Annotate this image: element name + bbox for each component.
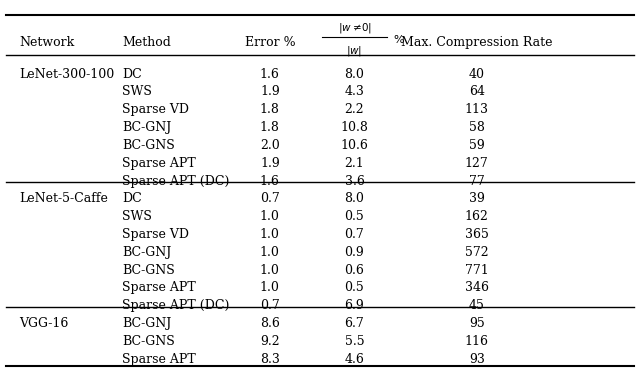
Text: 0.7: 0.7 (260, 192, 280, 205)
Text: BC-GNJ: BC-GNJ (122, 246, 172, 259)
Text: 58: 58 (469, 121, 484, 134)
Text: 4.6: 4.6 (344, 353, 364, 366)
Text: DC: DC (122, 192, 142, 205)
Text: 64: 64 (468, 86, 485, 98)
Text: 127: 127 (465, 157, 489, 170)
Text: 346: 346 (465, 281, 489, 295)
Text: 1.0: 1.0 (260, 210, 280, 223)
Text: 6.7: 6.7 (344, 317, 364, 330)
Text: 8.0: 8.0 (344, 192, 364, 205)
Text: Method: Method (122, 36, 172, 49)
Text: 162: 162 (465, 210, 489, 223)
Text: 1.0: 1.0 (260, 228, 280, 241)
Text: 1.0: 1.0 (260, 264, 280, 277)
Text: 3.6: 3.6 (344, 175, 364, 188)
Text: 1.6: 1.6 (260, 175, 280, 188)
Text: LeNet-5-Caffe: LeNet-5-Caffe (19, 192, 108, 205)
Text: SWS: SWS (122, 86, 152, 98)
Text: 45: 45 (469, 299, 484, 312)
Text: Max. Compression Rate: Max. Compression Rate (401, 36, 552, 49)
Text: DC: DC (122, 68, 142, 80)
Text: 2.1: 2.1 (344, 157, 364, 170)
Text: 1.0: 1.0 (260, 281, 280, 295)
Text: $\%$: $\%$ (394, 33, 405, 45)
Text: 4.3: 4.3 (344, 86, 364, 98)
Text: 5.5: 5.5 (345, 335, 364, 348)
Text: 9.2: 9.2 (260, 335, 280, 348)
Text: 0.9: 0.9 (344, 246, 364, 259)
Text: $|w\neq\!0|$: $|w\neq\!0|$ (337, 21, 371, 35)
Text: 2.0: 2.0 (260, 139, 280, 152)
Text: 365: 365 (465, 228, 489, 241)
Text: BC-GNS: BC-GNS (122, 139, 175, 152)
Text: 0.7: 0.7 (344, 228, 364, 241)
Text: 771: 771 (465, 264, 489, 277)
Text: Sparse APT (DC): Sparse APT (DC) (122, 175, 230, 188)
Text: 39: 39 (469, 192, 484, 205)
Text: 95: 95 (469, 317, 484, 330)
Text: 1.9: 1.9 (260, 86, 280, 98)
Text: Error %: Error % (244, 36, 295, 49)
Text: BC-GNS: BC-GNS (122, 335, 175, 348)
Text: 1.8: 1.8 (260, 103, 280, 116)
Text: VGG-16: VGG-16 (19, 317, 68, 330)
Text: 59: 59 (469, 139, 484, 152)
Text: LeNet-300-100: LeNet-300-100 (19, 68, 114, 80)
Text: 0.6: 0.6 (344, 264, 364, 277)
Text: 572: 572 (465, 246, 488, 259)
Text: 1.0: 1.0 (260, 246, 280, 259)
Text: 1.9: 1.9 (260, 157, 280, 170)
Text: $|w|$: $|w|$ (346, 45, 363, 58)
Text: 8.6: 8.6 (260, 317, 280, 330)
Text: Sparse VD: Sparse VD (122, 228, 189, 241)
Text: 116: 116 (465, 335, 489, 348)
Text: SWS: SWS (122, 210, 152, 223)
Text: Sparse VD: Sparse VD (122, 103, 189, 116)
Text: 93: 93 (469, 353, 484, 366)
Text: Sparse APT: Sparse APT (122, 157, 196, 170)
Text: 40: 40 (468, 68, 485, 80)
Text: 2.2: 2.2 (345, 103, 364, 116)
Text: Sparse APT: Sparse APT (122, 353, 196, 366)
Text: 1.8: 1.8 (260, 121, 280, 134)
Text: 77: 77 (469, 175, 484, 188)
Text: 6.9: 6.9 (344, 299, 364, 312)
Text: BC-GNJ: BC-GNJ (122, 317, 172, 330)
Text: 0.5: 0.5 (344, 210, 364, 223)
Text: 10.6: 10.6 (340, 139, 369, 152)
Text: Sparse APT: Sparse APT (122, 281, 196, 295)
Text: 0.5: 0.5 (344, 281, 364, 295)
Text: 1.6: 1.6 (260, 68, 280, 80)
Text: Network: Network (19, 36, 74, 49)
Text: Sparse APT (DC): Sparse APT (DC) (122, 299, 230, 312)
Text: BC-GNJ: BC-GNJ (122, 121, 172, 134)
Text: 8.0: 8.0 (344, 68, 364, 80)
Text: 8.3: 8.3 (260, 353, 280, 366)
Text: 10.8: 10.8 (340, 121, 369, 134)
Text: 0.7: 0.7 (260, 299, 280, 312)
Text: 113: 113 (465, 103, 489, 116)
Text: BC-GNS: BC-GNS (122, 264, 175, 277)
